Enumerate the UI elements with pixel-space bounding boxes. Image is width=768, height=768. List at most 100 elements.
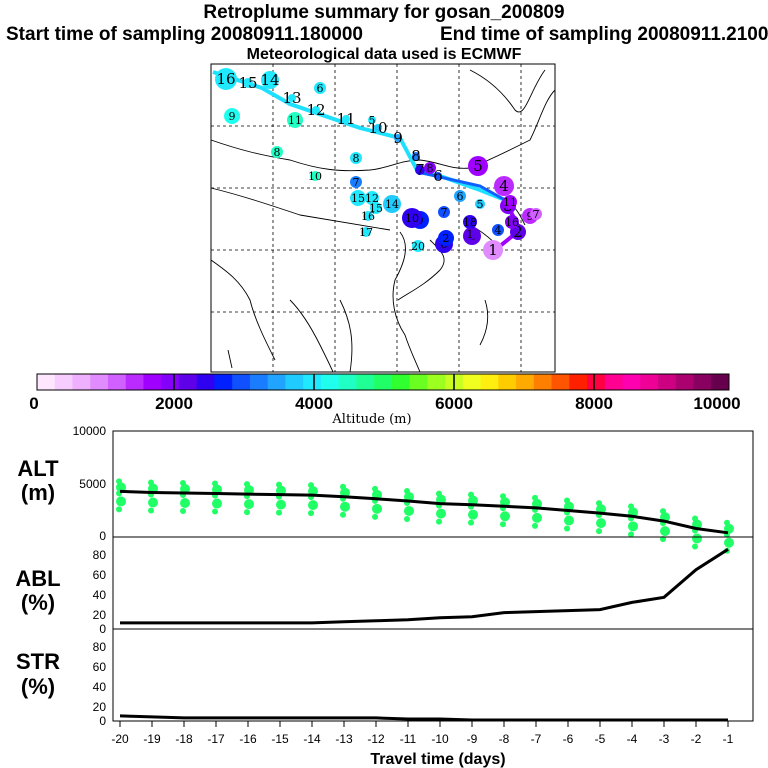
map-marker-label: 1 [467, 228, 474, 241]
map-marker [415, 165, 425, 175]
str-line [119, 714, 728, 722]
str-ytick: 20 [93, 700, 107, 714]
alt-line [119, 489, 729, 535]
map-marker [505, 215, 519, 229]
map-marker [287, 112, 303, 128]
map-marker-label: 7 [353, 176, 360, 189]
alt-point [692, 533, 702, 544]
map-marker-label: 16 [216, 70, 235, 88]
colorbar-swatch [374, 374, 393, 390]
x-tick-label: -20 [111, 732, 129, 746]
map-marker-label: 16 [361, 210, 375, 223]
abl-label: ABL [15, 566, 60, 591]
map-marker-label: 2 [443, 232, 450, 245]
x-tick-label: -14 [303, 732, 321, 746]
map-marker-label: 7 [415, 161, 425, 179]
abl-ytick: 20 [93, 608, 107, 622]
map-marker [475, 199, 485, 209]
map-marker [492, 224, 504, 236]
colorbar-swatch [587, 374, 606, 390]
map-marker [383, 195, 401, 213]
x-tick-label: -9 [467, 732, 478, 746]
map-marker-label: 12 [365, 192, 379, 205]
colorbar-swatch [658, 374, 677, 390]
x-tick-label: -13 [335, 732, 353, 746]
map-marker-label: 16 [505, 216, 519, 229]
x-tick-label: -17 [207, 732, 225, 746]
colorbar-swatch [178, 374, 198, 390]
str-label: STR [16, 649, 60, 674]
map-marker-label: 9 [393, 129, 403, 147]
colorbar-swatch [320, 374, 340, 390]
cbar-tick: 2000 [155, 394, 193, 413]
alt-ytick: 10000 [73, 424, 107, 438]
map-marker [454, 190, 466, 202]
map-marker-label: 10 [308, 170, 322, 183]
alt-point [244, 485, 254, 496]
map-marker [394, 134, 402, 142]
alt-point [564, 515, 574, 526]
map-marker-label: 5 [369, 114, 376, 127]
alt-point [724, 537, 734, 548]
colorbar-swatch [107, 374, 127, 390]
map-marker-label: 18 [463, 216, 477, 229]
x-tick-label: -7 [531, 732, 542, 746]
map-frame [210, 63, 556, 373]
alt-point [148, 507, 154, 514]
map-marker-label: 2 [513, 223, 523, 241]
alt-point [276, 509, 282, 516]
x-tick-label: -11 [400, 732, 417, 746]
colorbar-swatch [267, 374, 286, 390]
alt-point [116, 496, 126, 507]
altitude-colorbar [36, 373, 730, 391]
map-marker-label: 20 [411, 240, 425, 253]
alt-point [692, 543, 698, 550]
colorbar-swatch [72, 374, 91, 390]
alt-point [628, 531, 634, 538]
map-marker [424, 162, 436, 174]
colorbar-swatch [356, 374, 375, 390]
alt-point [212, 508, 218, 515]
map-marker-label: 10 [405, 212, 419, 225]
map-marker-label: 11 [288, 114, 302, 127]
alt-point [500, 511, 510, 522]
colorbar-swatch [462, 374, 482, 390]
map-marker [368, 116, 376, 124]
alt-point [532, 512, 542, 523]
alt-point [596, 518, 606, 529]
map-marker [243, 78, 253, 88]
plume-path [212, 70, 512, 215]
map-marker [261, 71, 279, 89]
map-marker [402, 208, 422, 228]
map-marker [494, 176, 514, 196]
map-marker [438, 206, 450, 218]
alt-ytick: 0 [99, 529, 106, 543]
colorbar-swatch [214, 374, 233, 390]
alt-scatter [116, 478, 734, 554]
map-marker [370, 202, 382, 214]
colorbar-swatch [37, 374, 56, 390]
plume-markers: 1615141312111098765432161198581078615791… [212, 68, 542, 260]
alt-point [308, 500, 318, 511]
alt-point [628, 521, 638, 532]
map-marker [314, 82, 326, 94]
start-time: Start time of sampling 20080911.180000 [6, 24, 363, 45]
alt-point [372, 513, 378, 520]
colorbar-swatch [338, 374, 357, 390]
colorbar-swatch [693, 374, 712, 390]
map-marker [363, 211, 373, 221]
map-marker [503, 195, 517, 209]
x-axis-label: Travel time (days) [370, 751, 505, 768]
abl-ytick: 40 [93, 588, 107, 602]
colorbar-swatch [125, 374, 144, 390]
abl-line [120, 548, 729, 625]
abl-panel: ABL (%) 80 60 40 20 0 [15, 536, 754, 636]
colorbar-swatch [409, 374, 428, 390]
x-tick-label: -2 [691, 732, 702, 746]
alt-point [244, 509, 250, 516]
x-tick-label: -10 [431, 732, 449, 746]
map-marker [463, 215, 477, 229]
str-ytick: 80 [93, 640, 107, 654]
alt-point [596, 528, 602, 535]
abl-ytick: 0 [99, 622, 106, 636]
